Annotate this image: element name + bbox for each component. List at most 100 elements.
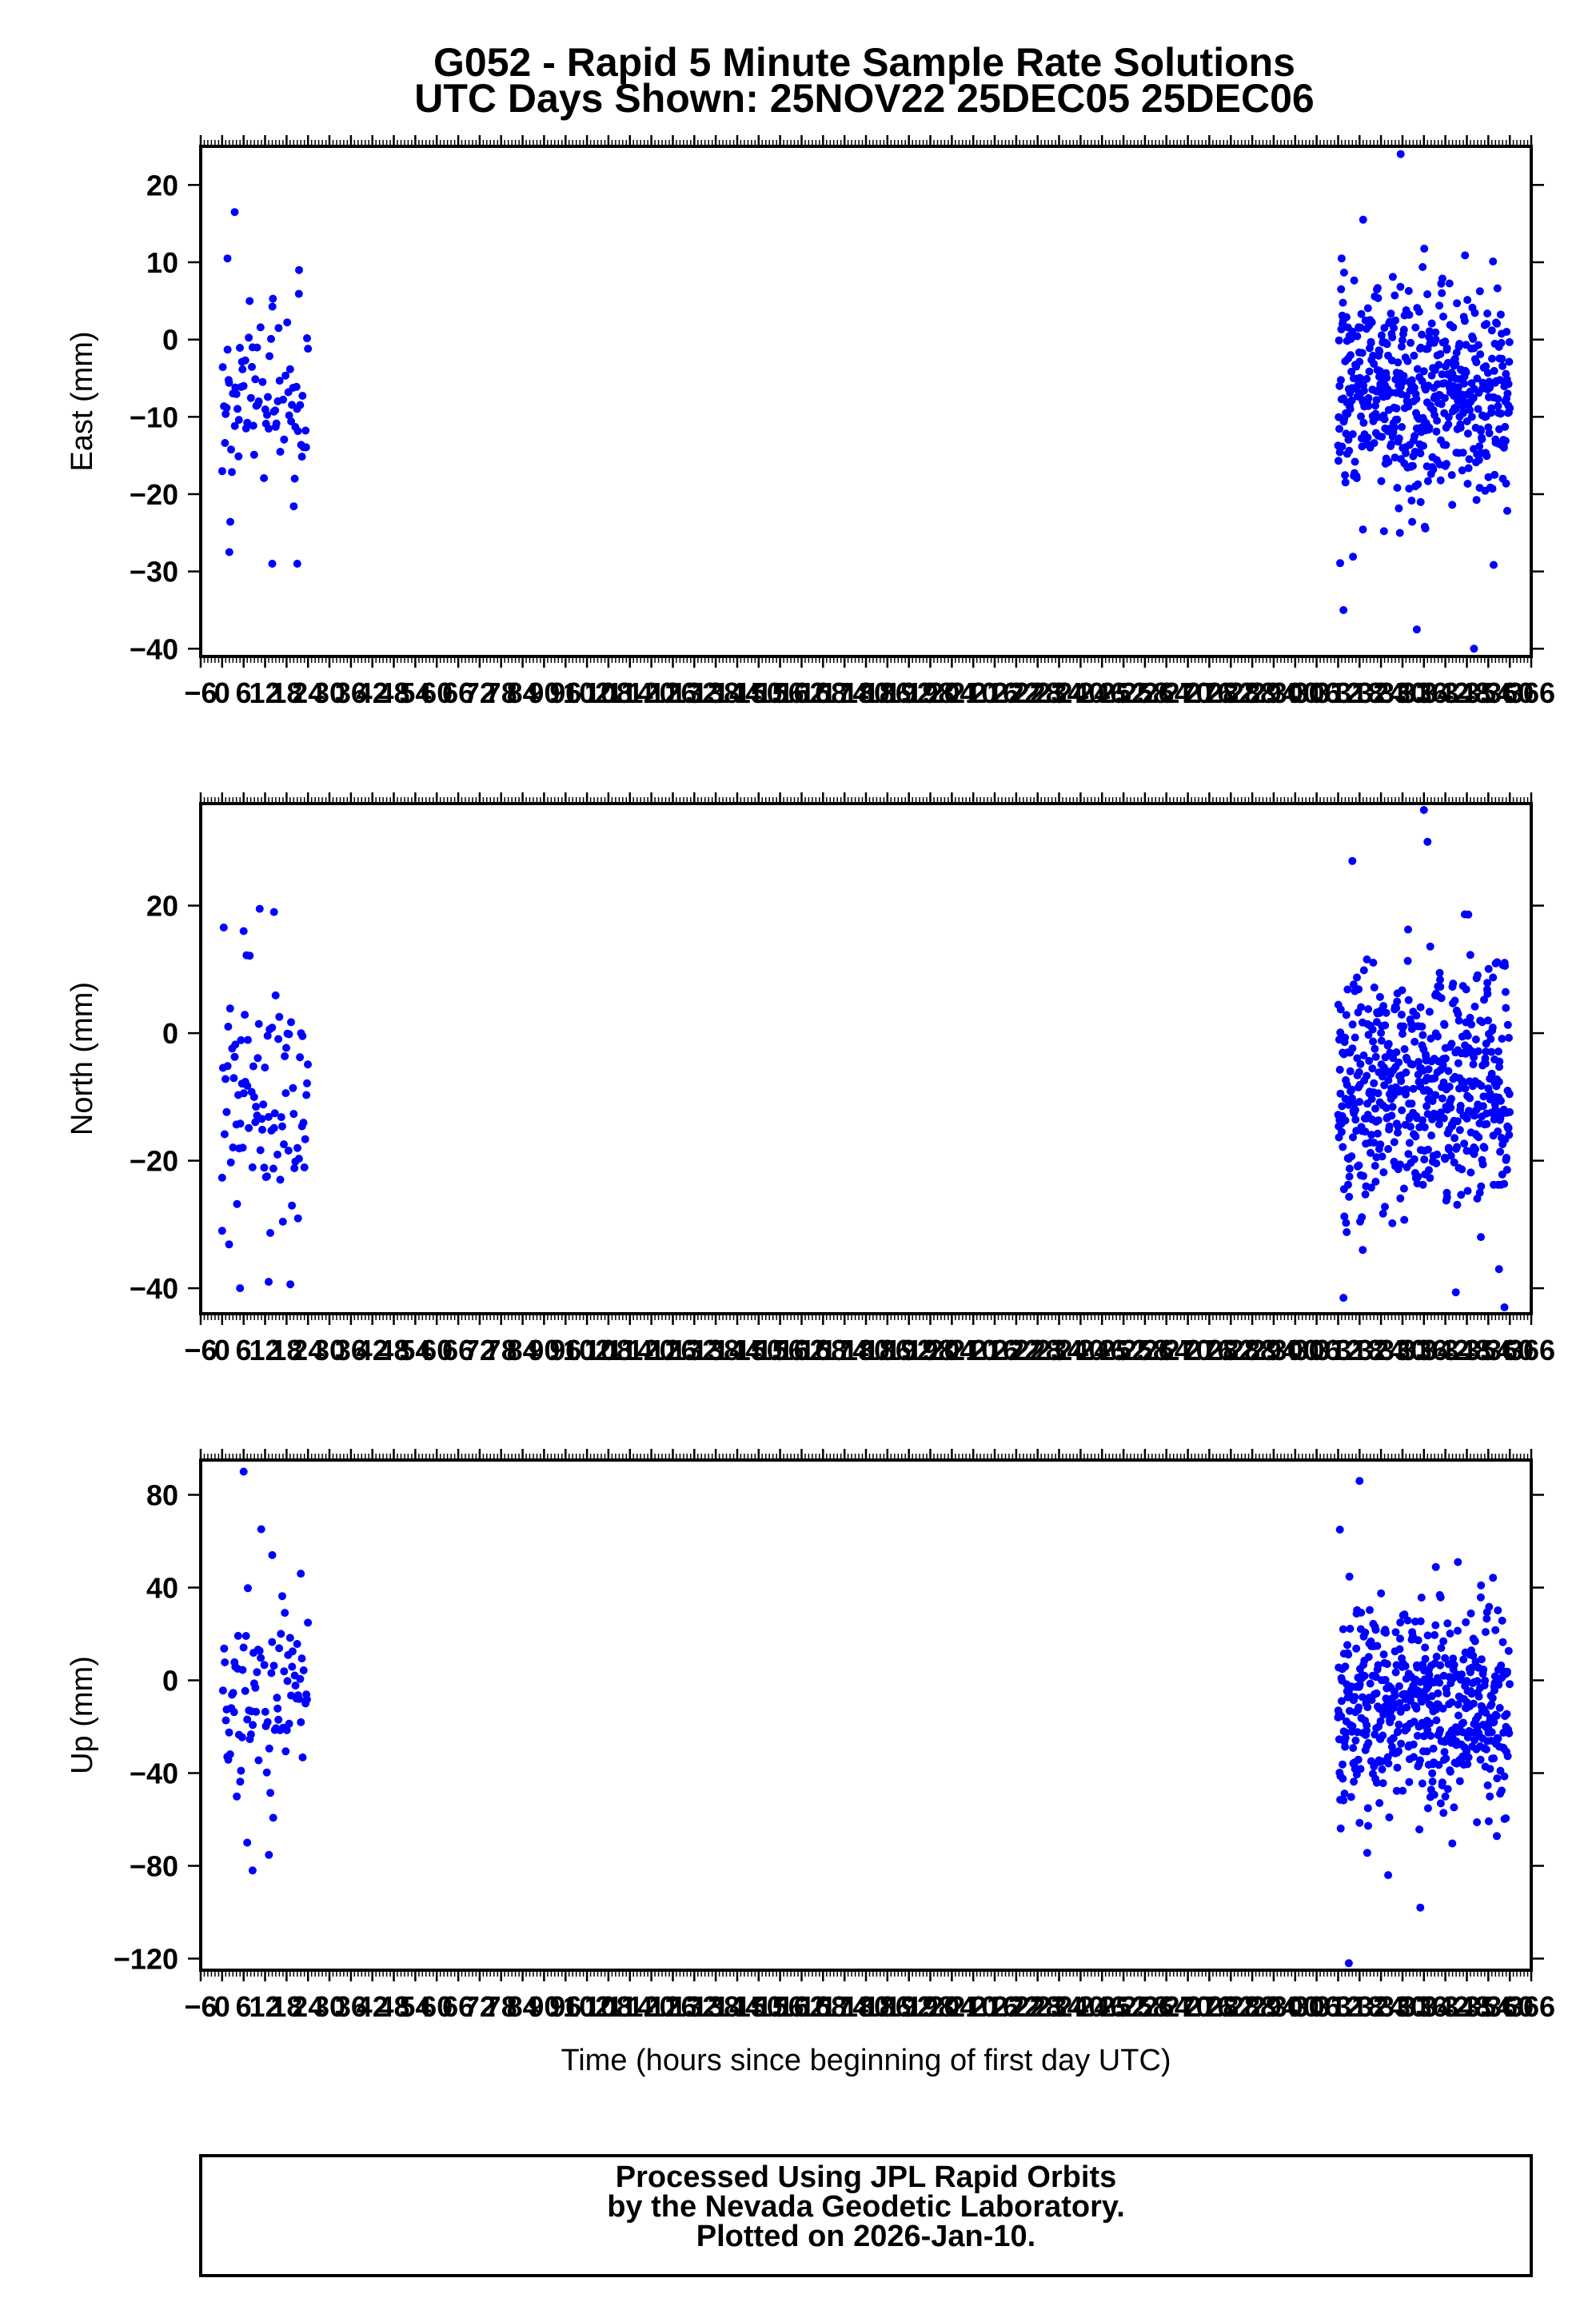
x-tick-label: 270 — [1164, 676, 1212, 709]
data-point — [285, 1030, 293, 1039]
data-point — [1495, 1704, 1504, 1712]
data-point — [1426, 1719, 1434, 1728]
x-tick-label: 180 — [842, 1990, 890, 2023]
data-point — [1505, 1034, 1513, 1042]
data-point — [1419, 441, 1427, 450]
data-point — [1451, 405, 1460, 413]
data-point — [1442, 344, 1451, 353]
data-point — [254, 1019, 263, 1028]
data-point — [275, 1012, 284, 1021]
data-points — [217, 150, 1514, 653]
data-point — [266, 1789, 275, 1797]
data-point — [1494, 1606, 1502, 1614]
data-point — [1375, 347, 1384, 356]
data-point — [1341, 1116, 1350, 1125]
data-point — [1363, 374, 1371, 383]
data-point — [1384, 1145, 1393, 1153]
data-point — [1453, 1200, 1462, 1209]
data-point — [1484, 964, 1493, 973]
x-tick-label: 114 — [607, 1990, 653, 2023]
data-point — [1412, 394, 1421, 403]
data-point — [1461, 1084, 1470, 1093]
x-tick-label: 282 — [1207, 1990, 1255, 2023]
footer-line-3: Plotted on 2026-Jan-10. — [696, 2220, 1035, 2253]
x-tick-label: 264 — [1143, 1334, 1191, 1366]
data-point — [1398, 336, 1406, 345]
data-point — [1497, 409, 1506, 418]
data-point — [1425, 1007, 1434, 1016]
data-point — [1413, 1731, 1422, 1740]
data-point — [243, 1715, 252, 1724]
x-tick-label: 132 — [670, 676, 718, 709]
data-point — [1470, 644, 1478, 653]
y-tick-label: −30 — [130, 556, 178, 588]
data-point — [1341, 1095, 1350, 1103]
data-point — [1357, 412, 1365, 421]
data-point — [1410, 1718, 1418, 1726]
data-point — [1363, 433, 1372, 442]
data-point — [299, 1119, 308, 1127]
data-point — [1389, 1734, 1398, 1742]
data-point — [1360, 1671, 1369, 1680]
data-point — [1450, 1158, 1458, 1167]
data-point — [1384, 457, 1393, 466]
data-point — [1472, 358, 1481, 367]
data-point — [1402, 1068, 1410, 1077]
data-point — [277, 1113, 285, 1122]
data-point — [1393, 997, 1402, 1006]
x-tick-label: 186 — [864, 1990, 912, 2023]
data-point — [1436, 983, 1445, 991]
data-point — [1348, 430, 1357, 438]
data-point — [1494, 1078, 1503, 1086]
x-tick-label: 312 — [1314, 676, 1362, 709]
x-tick-label: 24 — [292, 1334, 324, 1366]
x-tick-label: 54 — [399, 1334, 431, 1366]
data-point — [1496, 310, 1505, 319]
data-point — [1355, 1818, 1364, 1827]
data-point — [1446, 1767, 1454, 1776]
data-point — [1425, 333, 1434, 341]
data-point — [1357, 309, 1366, 318]
data-point — [249, 450, 258, 459]
data-point — [278, 1122, 286, 1131]
x-tick-label: 366 — [1507, 1334, 1555, 1366]
x-tick-label: 180 — [842, 676, 890, 709]
data-point — [1393, 415, 1402, 424]
data-point — [303, 1079, 311, 1087]
data-point — [1493, 1832, 1501, 1841]
data-point — [260, 1661, 269, 1670]
data-point — [1361, 1190, 1370, 1199]
data-point — [1459, 1655, 1468, 1664]
x-tick-label: 252 — [1099, 1334, 1147, 1366]
data-point — [1434, 1120, 1443, 1129]
data-point — [1431, 328, 1440, 337]
data-point — [281, 1052, 289, 1060]
data-point — [1372, 396, 1381, 405]
data-point — [257, 1115, 266, 1123]
data-point — [1489, 257, 1498, 265]
data-point — [268, 1550, 277, 1559]
data-point — [233, 405, 241, 413]
data-point — [1353, 973, 1361, 982]
data-point — [1426, 1034, 1435, 1043]
x-tick-label: 216 — [971, 676, 1019, 709]
x-tick-label: 246 — [1078, 1334, 1126, 1366]
data-point — [1438, 1778, 1446, 1787]
panels: −60 6121824303642485460667278849096102108… — [66, 135, 1555, 2077]
data-point — [1498, 1035, 1506, 1043]
data-point — [1466, 1609, 1475, 1618]
data-point — [1359, 1051, 1368, 1059]
data-point — [1455, 1777, 1464, 1785]
data-point — [1340, 1212, 1349, 1221]
data-point — [1347, 1152, 1356, 1161]
data-point — [1373, 1642, 1382, 1650]
x-tick-label: 102 — [563, 1334, 611, 1366]
data-point — [1441, 1654, 1450, 1662]
data-point — [1364, 393, 1373, 402]
footer-line-1: Processed Using JPL Rapid Orbits — [616, 2160, 1116, 2194]
x-tick-label: 60 — [421, 1334, 453, 1366]
data-point — [1347, 396, 1356, 405]
x-tick-label: 288 — [1228, 1334, 1276, 1366]
data-point — [1396, 1194, 1405, 1203]
x-tick-label: 60 — [421, 1990, 453, 2023]
